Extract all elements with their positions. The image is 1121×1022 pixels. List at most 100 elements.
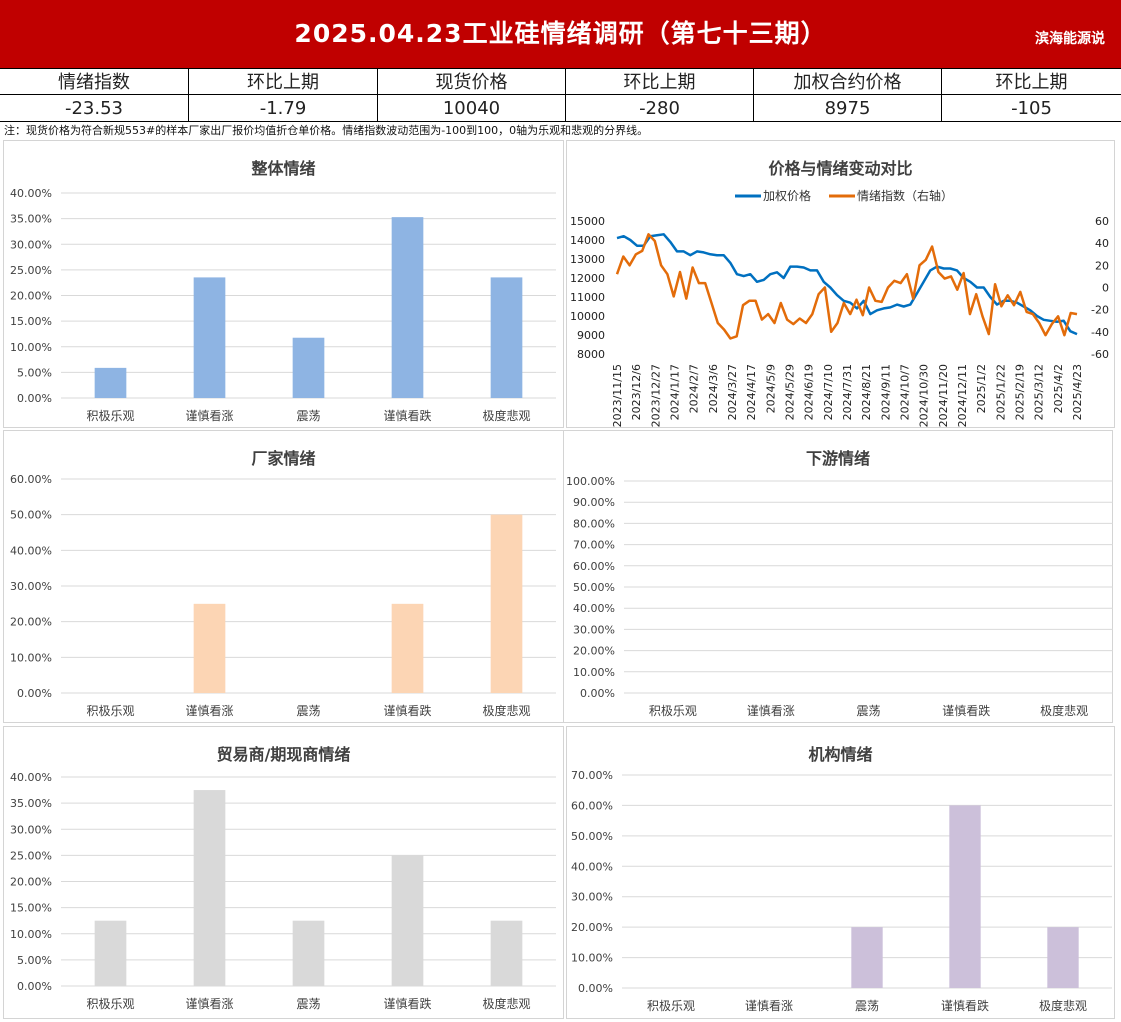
bar [94, 920, 127, 986]
x-tick-label: 极度悲观 [482, 703, 530, 718]
x-tick-label: 极度悲观 [1040, 703, 1088, 718]
x-tick-label: 谨慎看涨 [185, 703, 233, 718]
x-tick-label: 2024/9/11 [879, 364, 892, 420]
x-tick-label: 震荡 [855, 999, 879, 1013]
x-tick-label: 2024/6/19 [803, 364, 816, 420]
kpi-value: -1.79 [189, 95, 377, 122]
x-tick-label: 震荡 [296, 409, 320, 423]
overall-sentiment-panel: 整体情绪 0.00% 5.00% 10.00% 15.00% 20.00% 25.00% 3… [3, 140, 564, 428]
kpi-contract-change: 环比上期 -105 [941, 68, 1121, 122]
x-tick-label: 谨慎看涨 [185, 996, 233, 1011]
x-tick-label: 极度悲观 [1039, 998, 1087, 1013]
y-tick-label: 10.00% [571, 952, 613, 965]
bar [391, 603, 424, 693]
kpi-spot-change: 环比上期 -280 [565, 68, 753, 122]
bar [490, 920, 523, 986]
price-sentiment-panel: 价格与情绪变动对比 8000 9000 10000 11000 12000 13000 14… [566, 140, 1115, 428]
chart-title: 厂家情绪 [251, 449, 316, 468]
kpi-label: 情绪指数 [0, 68, 188, 95]
bar [1047, 927, 1079, 988]
bar [851, 927, 883, 988]
chart-title: 整体情绪 [251, 159, 316, 178]
kpi-table: 情绪指数 -23.53 环比上期 -1.79 现货价格 10040 环比上期 -… [0, 68, 1121, 122]
factory-sentiment-panel: 厂家情绪 0.00% 10.00% 20.00% 30.00% 40.00% 50.00%… [3, 430, 564, 723]
bar [292, 920, 325, 986]
y-tick-label-right: 0 [1102, 282, 1109, 295]
y-tick-label: 35.00% [10, 213, 52, 226]
x-tick-label: 2023/11/15 [611, 364, 624, 427]
kpi-label: 环比上期 [566, 68, 753, 95]
x-tick-label: 2023/12/6 [630, 364, 643, 420]
price-line [616, 233, 1078, 336]
y-tick-label: 70.00% [573, 539, 615, 552]
x-tick-label: 2024/11/20 [937, 364, 950, 427]
chart-title: 机构情绪 [808, 745, 873, 764]
y-tick-label: 0.00% [17, 980, 52, 993]
y-tick-label: 10.00% [573, 666, 615, 679]
y-tick-label: 35.00% [10, 797, 52, 810]
y-tick-label: 30.00% [10, 823, 52, 836]
y-tick-label: 20.00% [571, 921, 613, 934]
y-tick-label-left: 8000 [577, 348, 605, 361]
y-tick-label: 40.00% [10, 544, 52, 557]
y-tick-label-left: 10000 [570, 310, 605, 323]
y-tick-label: 60.00% [573, 560, 615, 573]
institution-sentiment-panel: 机构情绪 0.00% 10.00% 20.00% 30.00% 40.00% 50.00%… [566, 726, 1115, 1019]
x-tick-label: 极度悲观 [482, 408, 530, 423]
bar [490, 514, 523, 693]
chart-title: 价格与情绪变动对比 [768, 159, 913, 178]
x-tick-label: 2024/3/27 [726, 364, 739, 420]
x-tick-label: 2025/1/22 [994, 364, 1007, 420]
y-tick-label-left: 13000 [570, 253, 605, 266]
y-tick-label-right: 60 [1095, 215, 1109, 228]
bar [292, 337, 325, 398]
kpi-value: 8975 [754, 95, 941, 122]
y-tick-label: 40.00% [571, 860, 613, 873]
x-tick-label: 2024/5/9 [764, 364, 777, 413]
x-tick-label: 2024/4/17 [745, 364, 758, 420]
y-tick-label: 20.00% [10, 616, 52, 629]
chart-title: 下游情绪 [805, 449, 870, 468]
brand-name: 滨海能源说 [1035, 31, 1105, 47]
y-tick-label: 10.00% [10, 651, 52, 664]
y-tick-label: 90.00% [573, 496, 615, 509]
x-tick-label: 谨慎看跌 [383, 703, 431, 718]
y-tick-label-left: 12000 [570, 272, 605, 285]
bar [193, 790, 226, 986]
x-tick-label: 震荡 [856, 704, 880, 718]
y-tick-label: 40.00% [10, 771, 52, 784]
x-tick-label: 震荡 [296, 704, 320, 718]
y-tick-label: 10.00% [10, 928, 52, 941]
downstream-sentiment-panel: 下游情绪 0.00% 10.00% 20.00% 30.00% 40.00% 50.00%… [563, 430, 1113, 723]
x-tick-label: 谨慎看涨 [185, 408, 233, 423]
x-tick-label: 积极乐观 [649, 704, 697, 718]
kpi-label: 加权合约价格 [754, 68, 941, 95]
y-tick-label: 0.00% [580, 687, 615, 700]
x-tick-label: 2024/12/11 [956, 364, 969, 427]
x-tick-label: 积极乐观 [86, 704, 134, 718]
trader-sentiment-panel: 贸易商/期现商情绪 0.00% 5.00% 10.00% 15.00% 20.00% 25… [3, 726, 564, 1019]
y-tick-label-right: -60 [1091, 348, 1109, 361]
trader-sentiment-chart: 0.00% 5.00% 10.00% 15.00% 20.00% 25.00% 30.00%… [10, 771, 556, 1011]
bar [193, 277, 226, 398]
kpi-value: 10040 [378, 95, 565, 122]
footnote: 注：现货价格为符合新规553#的样本厂家出厂报价均值折仓单价格。情绪指数波动范围… [4, 124, 649, 137]
x-tick-label: 极度悲观 [482, 996, 530, 1011]
x-tick-label: 2023/12/27 [649, 364, 662, 427]
y-tick-label-right: 20 [1095, 259, 1109, 272]
bar [490, 277, 523, 398]
x-tick-label: 2025/1/2 [975, 364, 988, 413]
x-tick-label: 2025/3/12 [1033, 364, 1046, 420]
y-tick-label: 60.00% [10, 473, 52, 486]
legend-sentiment: 情绪指数（右轴） [857, 188, 953, 203]
x-tick-label: 谨慎看跌 [941, 998, 989, 1013]
y-tick-label: 30.00% [10, 238, 52, 251]
y-tick-label-left: 15000 [570, 215, 605, 228]
sentiment-line [615, 233, 1078, 340]
x-tick-label: 2024/3/6 [707, 364, 720, 413]
y-tick-label: 100.00% [566, 475, 615, 488]
y-tick-label: 20.00% [573, 645, 615, 658]
y-tick-label: 5.00% [17, 366, 52, 379]
legend-price: 加权价格 [763, 188, 811, 203]
y-tick-label: 15.00% [10, 902, 52, 915]
